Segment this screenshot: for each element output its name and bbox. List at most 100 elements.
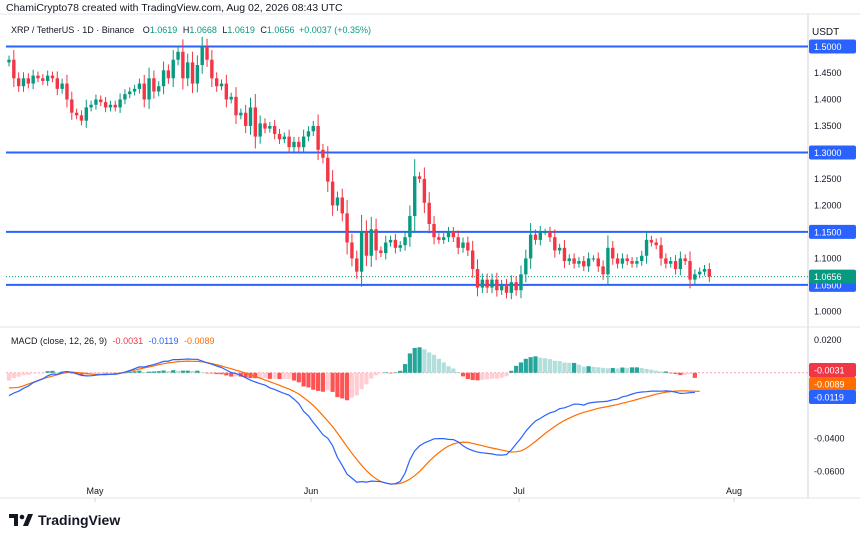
candle-body — [103, 102, 108, 108]
macd-histogram-bar — [200, 372, 205, 373]
macd-histogram-bar — [359, 372, 364, 390]
level-label-box — [809, 39, 856, 54]
macd-histogram-bar — [253, 372, 258, 379]
candle-body — [330, 181, 335, 206]
candle-body — [495, 279, 499, 291]
macd-histogram-bar — [412, 347, 417, 373]
currency-label[interactable]: USDT — [812, 27, 840, 38]
macd-histogram-bar — [446, 366, 451, 373]
candle-body — [543, 231, 547, 233]
macd-histogram-bar — [190, 370, 195, 373]
macd-histogram-bar — [383, 372, 388, 374]
macd-macd-marker-label: -0.0119 — [814, 393, 844, 403]
candle-body — [528, 234, 533, 259]
macd-histogram-bar — [132, 371, 137, 373]
level-label: 1.3000 — [814, 148, 842, 158]
symbol-name[interactable]: XRP / TetherUS · 1D · Binance — [11, 25, 135, 35]
macd-histogram-bar — [470, 372, 475, 381]
candle-body — [437, 237, 441, 240]
macd-histogram-bar — [31, 372, 36, 374]
macd-tick-label: -0.0600 — [814, 467, 845, 477]
candle-body — [683, 258, 687, 262]
candle-body — [287, 136, 291, 148]
macd-histogram-bar — [195, 370, 200, 373]
macd-histogram-bar — [103, 372, 108, 374]
macd-histogram-bar — [572, 362, 577, 373]
candle-body — [596, 258, 600, 267]
candle-body — [615, 258, 620, 264]
macd-histogram-bar — [219, 372, 224, 375]
tradingview-brand[interactable]: TradingView — [9, 512, 120, 528]
low-label: L — [222, 25, 228, 35]
candle-body — [355, 258, 359, 272]
macd-histogram-bar — [378, 372, 384, 374]
macd-histogram-bar — [658, 371, 664, 373]
macd-histogram-bar — [581, 366, 586, 373]
candle-body — [403, 237, 407, 246]
macd-histogram-bar — [26, 372, 31, 375]
macd-histogram-bar — [166, 370, 171, 373]
macd-histogram-bar — [388, 372, 393, 374]
candle-body — [673, 261, 678, 270]
candle-body — [186, 62, 190, 79]
level-label: 1.0500 — [814, 280, 842, 290]
close-label: C — [260, 25, 267, 35]
macd-histogram-bar — [335, 372, 340, 398]
macd-histogram-bar — [175, 370, 181, 373]
candle-body — [688, 261, 692, 280]
level-label: 1.5000 — [814, 42, 842, 52]
macd-histogram-bar — [238, 372, 243, 377]
macd-histogram-bar — [687, 372, 693, 375]
candle-body — [582, 261, 586, 267]
macd-histogram-bar — [156, 371, 161, 373]
time-tick-label: Jun — [304, 486, 319, 496]
created-with-line: ChamiCrypto78 created with TradingView.c… — [6, 2, 343, 14]
candle-body — [475, 269, 480, 288]
macd-histogram-bar — [16, 372, 21, 377]
candle-body — [635, 261, 639, 264]
macd-histogram-bar — [591, 366, 596, 373]
macd-histogram-bar — [480, 372, 485, 380]
candle-body — [301, 136, 306, 148]
macd-histogram-bar — [98, 372, 103, 374]
macd-histogram-bar — [596, 367, 601, 373]
macd-histogram-bar — [489, 372, 495, 379]
macd-histogram-bar — [398, 370, 403, 373]
macd-indicator-name[interactable]: MACD (close, 12, 26, 9) — [11, 336, 108, 346]
candle-body — [214, 78, 219, 87]
candle-body — [229, 96, 233, 100]
candle-body — [41, 78, 45, 81]
time-tick-label: Jul — [513, 486, 525, 496]
candle-body — [113, 104, 117, 108]
macd-histogram-bar — [267, 372, 272, 379]
candle-body — [456, 237, 460, 248]
candle-body — [118, 99, 122, 108]
candle-body — [321, 149, 325, 158]
high-label: H — [182, 25, 190, 35]
macd-histogram-bar — [533, 356, 538, 373]
price-tick-label: 1.0000 — [814, 306, 842, 316]
macd-histogram-bar — [122, 372, 128, 374]
macd-histogram-bar — [369, 372, 374, 379]
candle-body — [427, 202, 431, 224]
candle-body — [200, 46, 204, 66]
macd-histogram-bar — [562, 362, 567, 373]
tradingview-logo-icon — [9, 514, 33, 526]
macd-histogram-bar — [209, 372, 214, 374]
candle-body — [79, 115, 84, 121]
candle-body — [263, 123, 267, 129]
macd-histogram-bar — [654, 370, 659, 373]
macd-histogram-bar — [306, 372, 311, 388]
candle-body — [70, 99, 74, 113]
macd-signal-value: -0.0089 — [183, 336, 215, 346]
candle-body — [466, 242, 470, 251]
candle-body — [21, 78, 26, 87]
candle-body — [99, 99, 103, 103]
macd-histogram-bar — [528, 357, 533, 373]
macd-histogram-bar — [441, 362, 446, 373]
macd-histogram-bar — [137, 370, 142, 373]
candle-body — [384, 242, 388, 254]
macd-histogram-bar — [325, 372, 330, 391]
macd-line — [8, 358, 695, 485]
